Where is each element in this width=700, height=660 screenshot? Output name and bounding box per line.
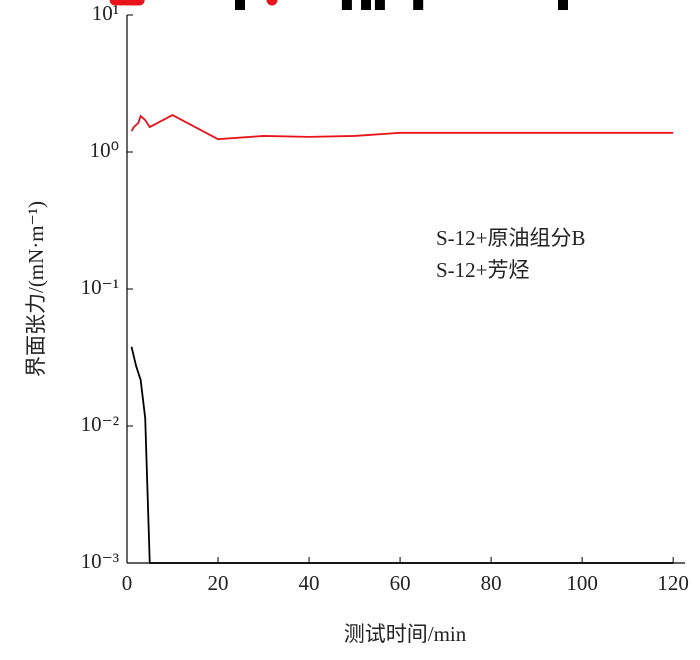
- y-tick-label: 10⁻²: [81, 412, 119, 436]
- marker: [109, 0, 121, 6]
- line: [130, 114, 674, 141]
- y-tick-label: 10⁻³: [81, 549, 119, 573]
- x-tick-label: 0: [122, 571, 133, 595]
- x-tick-label: 20: [208, 571, 229, 595]
- x-tick-label: 40: [299, 571, 320, 595]
- y-tick-label: 10⁻¹: [81, 275, 119, 299]
- marker: [558, 0, 568, 10]
- marker: [361, 0, 372, 10]
- marker: [341, 0, 352, 10]
- x-tick-label: 100: [566, 571, 598, 595]
- line: [130, 346, 674, 564]
- x-tick-label: 60: [390, 571, 411, 595]
- x-tick-label: 120: [657, 571, 689, 595]
- marker: [374, 0, 385, 10]
- x-axis-label: 测试时间/min: [344, 622, 467, 646]
- y-axis-label: 界面张力/(mN·m⁻¹): [24, 201, 48, 377]
- marker: [127, 0, 139, 6]
- marker: [413, 0, 424, 10]
- legend-marker: [266, 0, 278, 6]
- x-tick-label: 80: [481, 571, 502, 595]
- legend-marker: [235, 0, 245, 10]
- legend-label: S-12+芳烃: [436, 258, 530, 282]
- y-tick-label: 10⁰: [90, 138, 119, 162]
- legend-label: S-12+原油组分B: [436, 226, 586, 250]
